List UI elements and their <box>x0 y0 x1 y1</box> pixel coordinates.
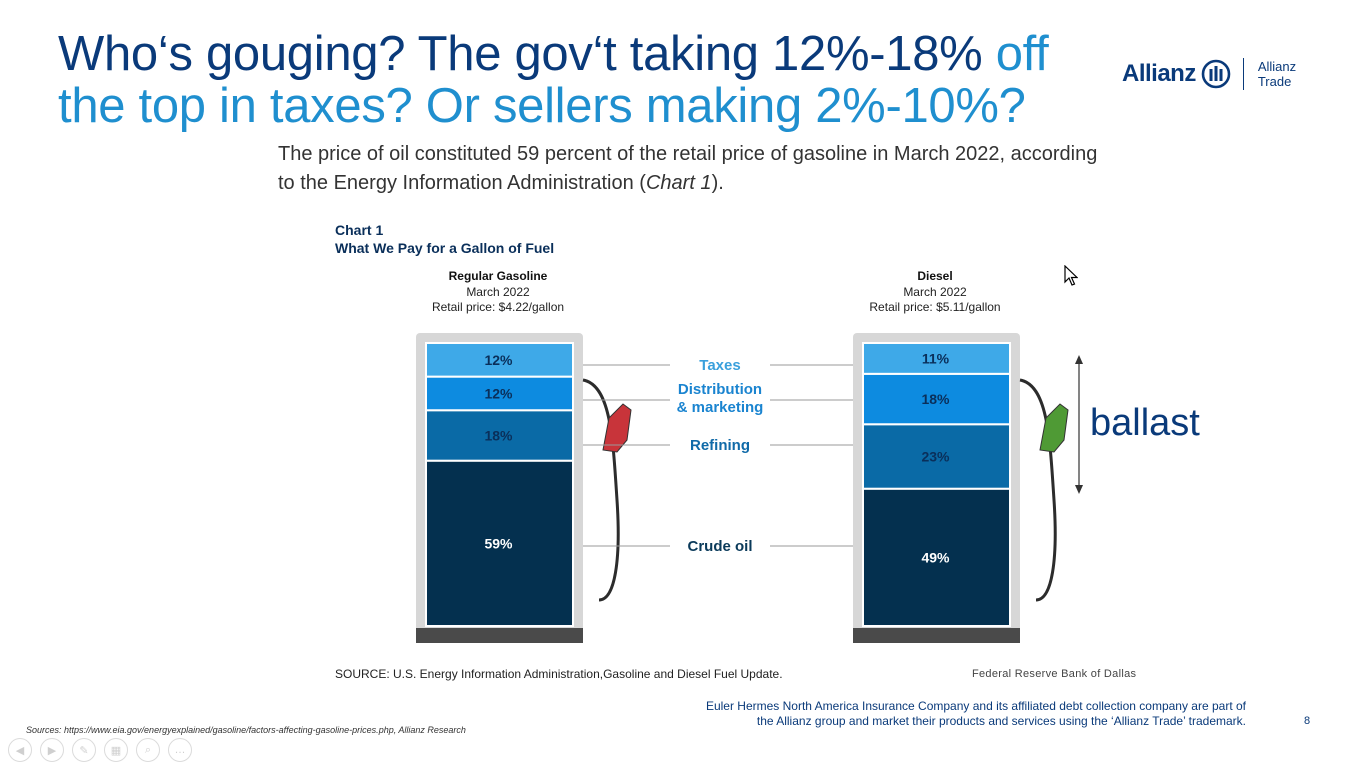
more-options-icon[interactable]: … <box>168 738 192 762</box>
series-period-diesel: March 2022 <box>903 285 967 299</box>
slides-grid-icon[interactable]: ▦ <box>104 738 128 762</box>
logo-divider <box>1242 58 1244 90</box>
category-label-distribution-marketing-1: Distribution <box>678 381 762 398</box>
intro-part-2: ). <box>711 172 724 194</box>
next-slide-icon[interactable]: ▶ <box>40 738 64 762</box>
slide-title: Who‘s gouging? The gov‘t taking 12%-18% … <box>58 28 1118 132</box>
series-retail-regular-gasoline: Retail price: $4.22/gallon <box>432 300 564 314</box>
previous-slide-icon[interactable]: ◀ <box>8 738 32 762</box>
page-number: 8 <box>1304 715 1311 727</box>
intro-chart-ref: Chart 1 <box>645 172 712 194</box>
logo-sub-line-1: Allianz <box>1257 59 1297 74</box>
category-label-taxes: Taxes <box>699 357 740 374</box>
bar-segment-regular-gasoline-crude-oil <box>425 459 574 627</box>
bar-segment-regular-gasoline-refining <box>425 409 574 462</box>
data-label-regular-gasoline-crude-oil: 59% <box>484 535 513 551</box>
bar-segment-diesel-taxes <box>862 342 1011 375</box>
category-label-crude-oil: Crude oil <box>687 538 752 555</box>
pump-base-diesel <box>853 628 1020 643</box>
data-label-regular-gasoline-taxes: 12% <box>484 352 513 368</box>
pump-base-regular-gasoline <box>416 628 583 643</box>
chart-label: Chart 1 <box>335 222 383 238</box>
logo-sub-line-2: Trade <box>1257 74 1292 89</box>
bar-segment-diesel-distribution-marketing <box>862 372 1011 426</box>
mouse-cursor-icon <box>1064 265 1078 286</box>
series-name-diesel: Diesel <box>917 269 952 283</box>
ballast-arrow-down-icon <box>1075 485 1083 494</box>
sources-footnote: Sources: https://www.eia.gov/energyexpla… <box>26 725 466 735</box>
title-part-1: Who‘s gouging? The gov‘t taking 12%-18% <box>58 27 996 81</box>
category-label-distribution-marketing-2: & marketing <box>677 399 764 416</box>
data-label-diesel-taxes: 11% <box>922 350 950 366</box>
data-label-diesel-crude-oil: 49% <box>921 549 950 565</box>
chart-source: SOURCE: U.S. Energy Information Administ… <box>335 667 783 681</box>
fuel-nozzle-icon-regular-gasoline <box>602 403 632 453</box>
pump-hose-diesel <box>1019 378 1057 602</box>
zoom-icon[interactable]: ⌕ <box>136 738 160 762</box>
presentation-toolbar: ◀ ▶ ✎ ▦ ⌕ … <box>8 738 192 762</box>
ballast-annotation: ballast <box>1090 402 1200 444</box>
intro-part-1: The price of oil constituted 59 percent … <box>278 143 1098 194</box>
chart-title: What We Pay for a Gallon of Fuel <box>335 240 554 256</box>
data-label-regular-gasoline-distribution-marketing: 12% <box>484 385 513 401</box>
logo-subtitle: Allianz Trade <box>1258 59 1296 89</box>
bar-segment-diesel-refining <box>862 423 1011 490</box>
allianz-trade-logo: Allianz Allianz Trade <box>1122 56 1296 92</box>
bar-segment-regular-gasoline-distribution-marketing <box>425 375 574 412</box>
allianz-eagle-icon <box>1201 59 1231 89</box>
data-label-regular-gasoline-refining: 18% <box>484 427 513 443</box>
data-label-diesel-refining: 23% <box>921 448 950 464</box>
legal-disclaimer: Euler Hermes North America Insurance Com… <box>705 699 1246 728</box>
chart-credit: Federal Reserve Bank of Dallas <box>972 668 1137 680</box>
title-part-2: off the top in taxes? Or sellers making … <box>58 27 1049 133</box>
logo-wordmark: Allianz <box>1122 60 1196 87</box>
pen-icon[interactable]: ✎ <box>72 738 96 762</box>
pump-hose-regular-gasoline <box>582 378 620 602</box>
series-period-regular-gasoline: March 2022 <box>466 285 530 299</box>
series-name-regular-gasoline: Regular Gasoline <box>449 269 548 283</box>
fuel-nozzle-icon-diesel <box>1039 403 1069 453</box>
bar-segment-regular-gasoline-taxes <box>425 342 574 378</box>
bar-segment-diesel-crude-oil <box>862 487 1011 627</box>
intro-text: The price of oil constituted 59 percent … <box>278 140 1118 198</box>
series-retail-diesel: Retail price: $5.11/gallon <box>869 300 1000 314</box>
ballast-arrow-up-icon <box>1075 355 1083 364</box>
data-label-diesel-distribution-marketing: 18% <box>921 391 950 407</box>
category-label-refining: Refining <box>690 437 750 454</box>
